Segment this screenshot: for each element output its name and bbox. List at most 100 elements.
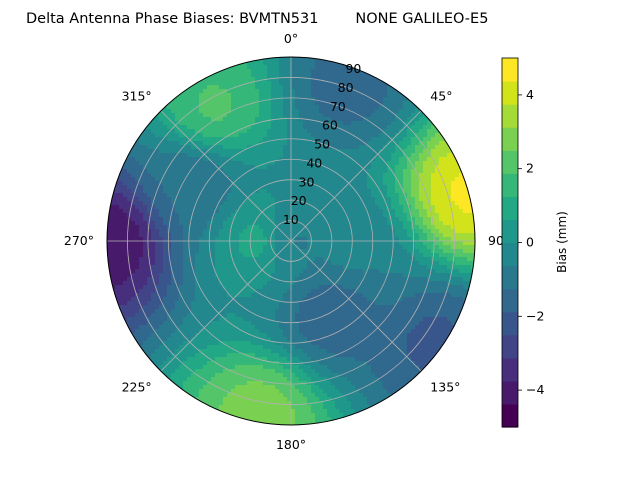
contour-cell [327,165,332,170]
contour-cell [175,129,180,134]
contour-cell [391,257,396,262]
contour-cell [163,205,168,210]
contour-cell [179,197,184,202]
contour-cell [131,273,136,278]
contour-cell [211,69,216,74]
contour-cell [239,69,244,74]
contour-cell [223,85,228,90]
contour-cell [215,117,220,122]
contour-cell [259,89,264,94]
contour-cell [211,181,216,186]
contour-cell [383,217,388,222]
contour-cell [319,297,324,302]
contour-cell [183,285,188,290]
contour-cell [255,289,260,294]
contour-cell [171,269,176,274]
contour-cell [315,101,320,106]
contour-cell [339,229,344,234]
contour-cell [279,225,284,230]
contour-cell [371,269,376,274]
contour-cell [175,261,180,266]
contour-cell [367,277,372,282]
contour-cell [299,149,304,154]
contour-cell [347,65,352,70]
contour-cell [303,293,308,298]
contour-cell [219,297,224,302]
contour-cell [215,169,220,174]
contour-cell [439,233,444,238]
contour-cell [271,141,276,146]
contour-cell [395,173,400,178]
contour-cell [247,93,252,98]
contour-cell [303,89,308,94]
contour-cell [343,281,348,286]
contour-cell [391,133,396,138]
contour-cell [139,133,144,138]
contour-cell [147,289,152,294]
contour-cell [259,169,264,174]
contour-cell [419,169,424,174]
contour-cell [115,293,120,298]
contour-cell [351,205,356,210]
contour-cell [183,213,188,218]
contour-cell [199,89,204,94]
contour-cell [175,117,180,122]
contour-cell [291,301,296,306]
contour-cell [431,189,436,194]
contour-cell [215,269,220,274]
contour-cell [199,109,204,114]
contour-cell [403,121,408,126]
contour-cell [363,269,368,274]
contour-cell [275,73,280,78]
contour-cell [243,165,248,170]
contour-cell [335,189,340,194]
contour-cell [379,93,384,98]
contour-cell [195,133,200,138]
contour-cell [331,217,336,222]
contour-cell [283,285,288,290]
contour-cell [391,277,396,282]
contour-cell [443,189,448,194]
contour-cell [399,269,404,274]
contour-cell [371,93,376,98]
contour-cell [291,93,296,98]
contour-cell [435,161,440,166]
contour-cell [151,177,156,182]
contour-cell [347,173,352,178]
contour-cell [283,73,288,78]
contour-cell [307,101,312,106]
contour-cell [395,209,400,214]
contour-cell [111,253,116,258]
contour-cell [155,201,160,206]
contour-cell [239,169,244,174]
contour-cell [227,253,232,258]
contour-cell [107,229,112,234]
contour-cell [191,253,196,258]
contour-cell [231,205,236,210]
contour-cell [223,205,228,210]
contour-cell [359,293,364,298]
contour-cell [363,197,368,202]
contour-cell [343,305,348,310]
contour-cell [131,149,136,154]
contour-cell [275,197,280,202]
contour-cell [259,109,264,114]
contour-cell [191,133,196,138]
contour-cell [147,277,152,282]
contour-cell [379,161,384,166]
contour-cell [399,241,404,246]
contour-cell [187,185,192,190]
contour-cell [291,229,296,234]
contour-cell [247,161,252,166]
contour-cell [191,285,196,290]
contour-cell [407,153,412,158]
contour-cell [307,213,312,218]
contour-cell [239,173,244,178]
contour-cell [191,257,196,262]
contour-cell [267,197,272,202]
contour-cell [307,141,312,146]
contour-cell [427,121,432,126]
contour-cell [183,141,188,146]
contour-cell [299,241,304,246]
contour-cell [219,269,224,274]
